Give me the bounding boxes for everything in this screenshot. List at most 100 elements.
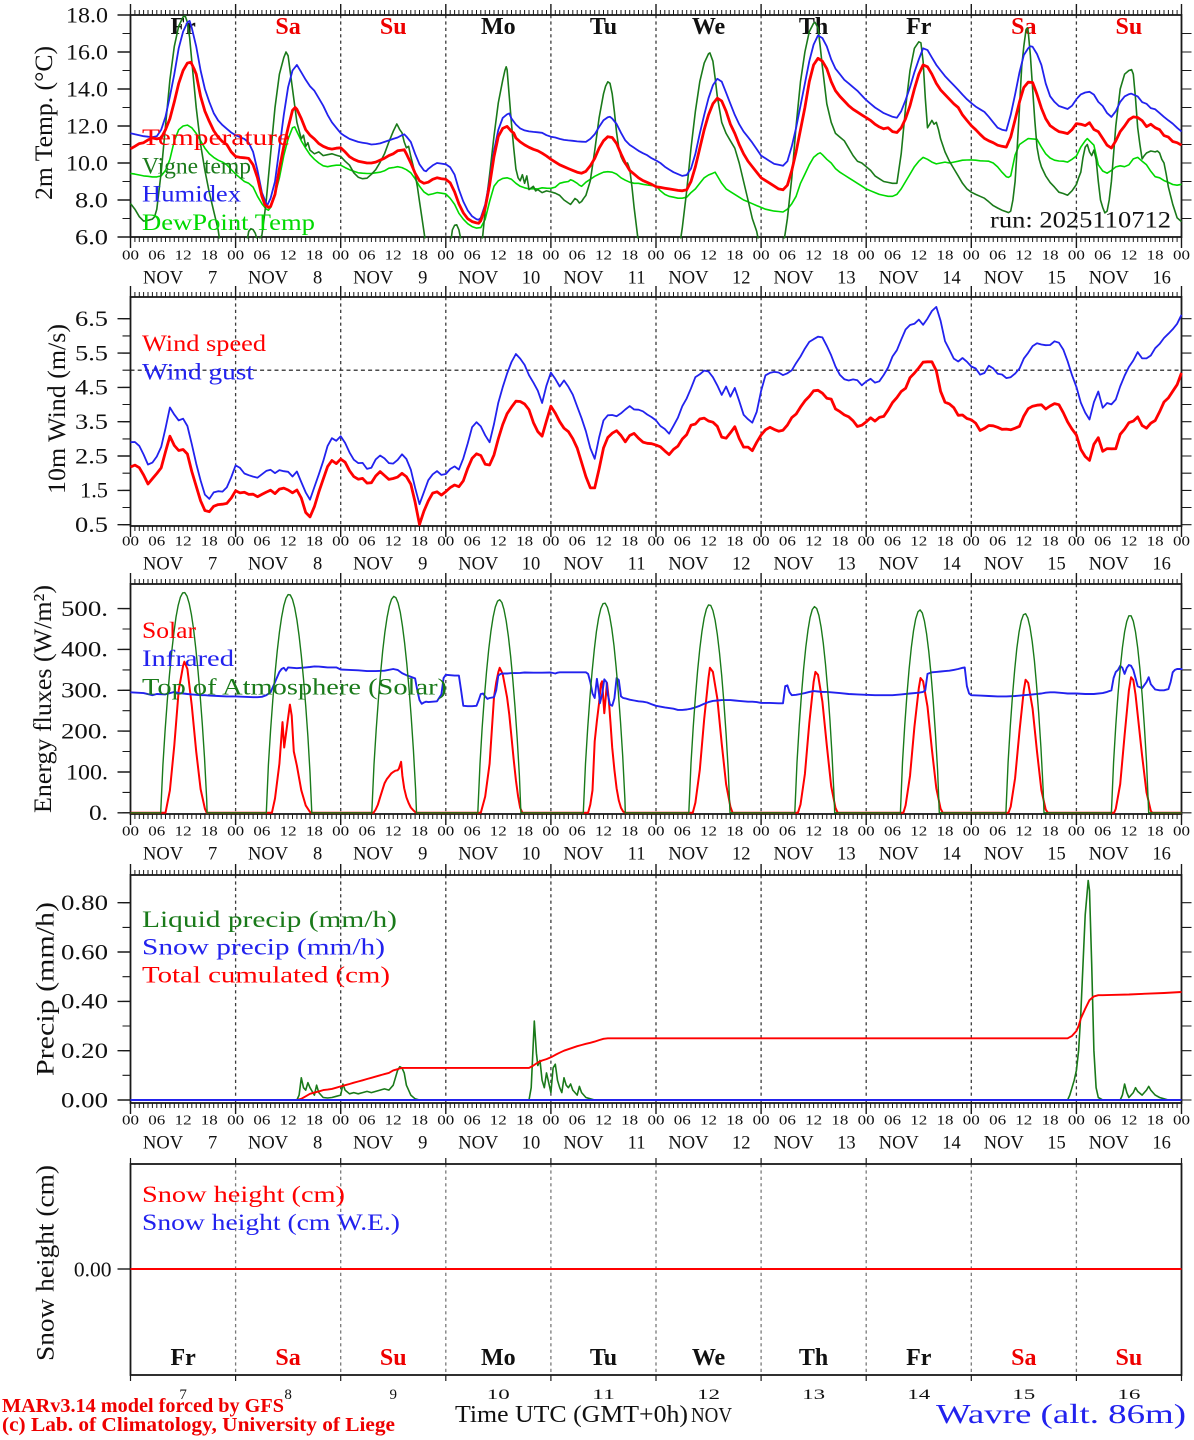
- svg-text:11: 11: [592, 1387, 615, 1403]
- svg-text:00: 00: [227, 248, 244, 263]
- svg-text:14.0: 14.0: [66, 76, 108, 101]
- svg-text:18: 18: [1042, 1113, 1059, 1128]
- svg-text:Time UTC (GMT+0h): Time UTC (GMT+0h): [455, 1401, 688, 1428]
- svg-text:06: 06: [884, 824, 901, 839]
- svg-text:Precip (mm/h): Precip (mm/h): [33, 902, 60, 1076]
- svg-text:Snow precip (mm/h): Snow precip (mm/h): [142, 934, 385, 959]
- svg-text:14: 14: [907, 1387, 931, 1403]
- svg-text:11: 11: [628, 269, 646, 289]
- svg-text:300.: 300.: [61, 678, 108, 703]
- svg-text:12: 12: [385, 1113, 402, 1128]
- svg-text:NOV: NOV: [458, 269, 499, 289]
- svg-text:0.: 0.: [89, 800, 108, 825]
- svg-text:06: 06: [253, 248, 270, 263]
- svg-text:18: 18: [1042, 824, 1059, 839]
- svg-text:We: We: [692, 14, 726, 40]
- svg-text:06: 06: [674, 1113, 691, 1128]
- svg-text:06: 06: [989, 534, 1006, 549]
- svg-text:0.00: 0.00: [74, 1257, 112, 1281]
- svg-text:00: 00: [648, 1113, 665, 1128]
- svg-text:12: 12: [910, 824, 927, 839]
- svg-text:NOV: NOV: [984, 845, 1025, 865]
- svg-text:06: 06: [148, 824, 165, 839]
- svg-text:Wind speed: Wind speed: [142, 331, 267, 356]
- svg-text:18: 18: [726, 1113, 743, 1128]
- svg-text:00: 00: [1068, 534, 1085, 549]
- svg-text:9: 9: [389, 1387, 397, 1403]
- svg-text:Vigne temp: Vigne temp: [142, 153, 251, 178]
- svg-text:12: 12: [595, 534, 612, 549]
- svg-text:0.00: 0.00: [61, 1087, 108, 1112]
- svg-text:12: 12: [805, 534, 822, 549]
- svg-text:00: 00: [753, 1113, 770, 1128]
- svg-text:NOV: NOV: [879, 1134, 920, 1154]
- svg-text:00: 00: [753, 248, 770, 263]
- svg-text:We: We: [692, 1345, 726, 1371]
- svg-text:NOV: NOV: [774, 555, 815, 575]
- svg-text:18: 18: [831, 534, 848, 549]
- svg-text:NOV: NOV: [248, 269, 289, 289]
- svg-text:12: 12: [1120, 534, 1137, 549]
- svg-text:06: 06: [674, 248, 691, 263]
- svg-text:18: 18: [937, 824, 954, 839]
- svg-text:100.: 100.: [66, 759, 108, 784]
- svg-text:18: 18: [1147, 1113, 1164, 1128]
- svg-text:12: 12: [595, 248, 612, 263]
- svg-text:(c) Lab. of Climatology, Unive: (c) Lab. of Climatology, University of L…: [2, 1414, 395, 1436]
- svg-text:18: 18: [1147, 824, 1164, 839]
- svg-text:NOV: NOV: [668, 1134, 709, 1154]
- svg-text:7: 7: [208, 555, 217, 575]
- svg-text:18: 18: [516, 534, 533, 549]
- svg-text:12: 12: [175, 824, 192, 839]
- svg-text:2m Temp. (°C): 2m Temp. (°C): [31, 46, 58, 200]
- svg-text:10m Wind (m/s): 10m Wind (m/s): [44, 324, 71, 494]
- svg-text:7: 7: [208, 269, 217, 289]
- svg-text:Su: Su: [380, 1345, 407, 1371]
- svg-text:5.5: 5.5: [75, 340, 108, 365]
- svg-text:NOV: NOV: [1089, 269, 1130, 289]
- svg-text:Su: Su: [1116, 14, 1143, 40]
- svg-text:3.5: 3.5: [75, 409, 108, 434]
- svg-text:Solar: Solar: [142, 618, 196, 643]
- svg-text:2.5: 2.5: [75, 443, 108, 468]
- svg-text:12: 12: [175, 534, 192, 549]
- svg-text:06: 06: [989, 248, 1006, 263]
- svg-text:NOV: NOV: [1089, 555, 1130, 575]
- svg-text:12: 12: [280, 824, 297, 839]
- svg-text:00: 00: [332, 534, 349, 549]
- svg-text:Humidex: Humidex: [142, 181, 242, 206]
- svg-text:NOV: NOV: [248, 555, 289, 575]
- svg-text:NOV: NOV: [458, 1134, 499, 1154]
- svg-text:Temperature: Temperature: [142, 125, 290, 150]
- svg-text:8: 8: [313, 269, 322, 289]
- svg-text:18: 18: [1042, 248, 1059, 263]
- svg-text:8: 8: [313, 845, 322, 865]
- svg-text:6.0: 6.0: [75, 224, 108, 249]
- svg-text:16: 16: [1152, 269, 1171, 289]
- svg-text:12: 12: [175, 248, 192, 263]
- svg-text:06: 06: [989, 824, 1006, 839]
- svg-text:NOV: NOV: [563, 845, 604, 865]
- svg-text:8: 8: [284, 1387, 292, 1403]
- svg-text:NOV: NOV: [879, 555, 920, 575]
- svg-text:18: 18: [937, 1113, 954, 1128]
- svg-text:06: 06: [1094, 534, 1111, 549]
- svg-text:06: 06: [253, 824, 270, 839]
- svg-text:MARv3.14 model forced by GFS: MARv3.14 model forced by GFS: [2, 1395, 284, 1417]
- svg-text:NOV: NOV: [143, 555, 184, 575]
- svg-text:12: 12: [1015, 1113, 1032, 1128]
- svg-text:00: 00: [332, 1113, 349, 1128]
- svg-text:00: 00: [963, 248, 980, 263]
- svg-text:0.5: 0.5: [75, 512, 108, 537]
- svg-text:12: 12: [280, 1113, 297, 1128]
- svg-text:Sa: Sa: [275, 1345, 300, 1371]
- svg-text:06: 06: [779, 534, 796, 549]
- svg-text:13: 13: [837, 555, 856, 575]
- svg-text:06: 06: [779, 248, 796, 263]
- svg-text:NOV: NOV: [458, 555, 499, 575]
- svg-text:18: 18: [1042, 534, 1059, 549]
- svg-text:14: 14: [942, 1134, 961, 1154]
- svg-text:12: 12: [732, 269, 751, 289]
- svg-text:06: 06: [253, 1113, 270, 1128]
- svg-text:18.0: 18.0: [66, 2, 108, 27]
